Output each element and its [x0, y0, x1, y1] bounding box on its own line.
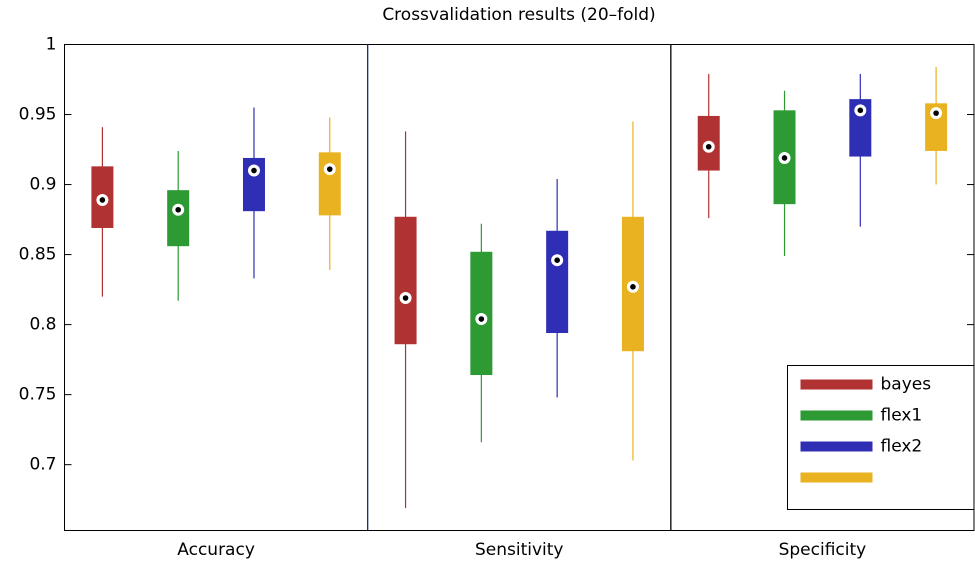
box [849, 99, 872, 157]
median-dot [478, 316, 485, 322]
median-dot [781, 155, 788, 161]
median-dot [251, 167, 257, 174]
box [167, 190, 190, 247]
legend-swatch [800, 472, 873, 483]
legend-swatch [800, 410, 873, 421]
median-dot [175, 206, 181, 213]
y-tick-label: 0.75 [19, 385, 57, 405]
median-dot [402, 295, 409, 301]
x-tick-label: Accuracy [177, 540, 255, 560]
legend-swatch [800, 441, 873, 452]
y-tick-label: 0.85 [19, 245, 57, 265]
legend-label: flex2 [881, 437, 923, 457]
box [546, 230, 569, 334]
legend-label: bayes [881, 375, 932, 395]
legend-swatch [800, 379, 873, 390]
chart-title: Crossvalidation results (20–fold) [382, 5, 655, 25]
y-tick-label: 0.95 [19, 105, 57, 125]
median-dot [933, 110, 939, 116]
median-dot [326, 166, 333, 172]
legend-label: flex1 [881, 406, 923, 426]
median-dot [554, 257, 560, 263]
median-dot [857, 107, 864, 114]
plot-frame [64, 44, 975, 531]
median-dot [99, 197, 106, 203]
median-dot [630, 283, 636, 290]
x-tick-label: Specificity [779, 540, 867, 560]
median-dot [705, 143, 712, 150]
box [318, 152, 341, 216]
y-tick-label: 0.7 [29, 455, 56, 475]
box [394, 216, 417, 345]
y-tick-label: 0.9 [29, 175, 56, 195]
y-tick-label: 0.8 [29, 315, 56, 335]
y-tick-label: 1 [46, 35, 57, 55]
x-tick-label: Sensitivity [475, 540, 564, 560]
